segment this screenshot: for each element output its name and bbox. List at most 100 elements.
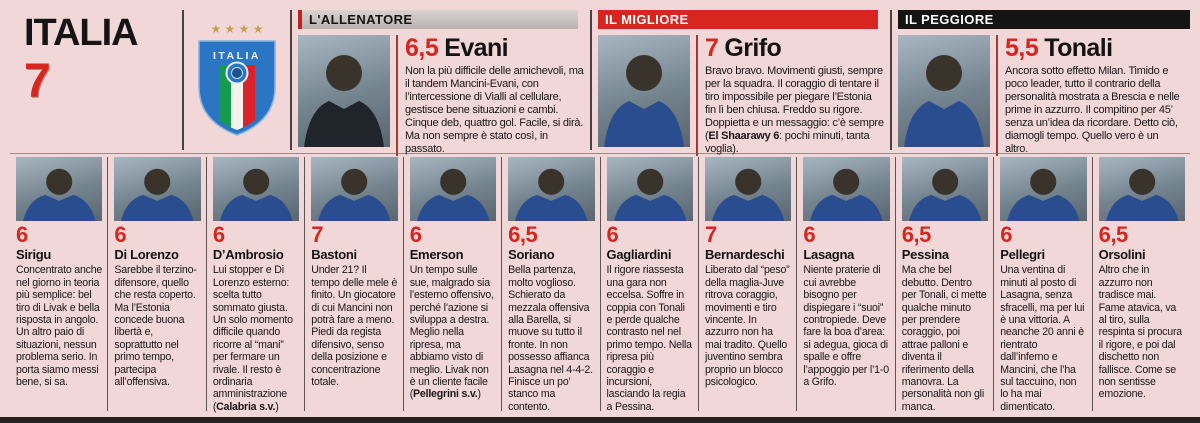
worst-section-body: 5,5 Tonali Ancora sotto effetto Milan. Ti… <box>898 35 1190 156</box>
player-name: Bastoni <box>311 247 357 262</box>
top-row: ITALIA 7 ★ ★ ★ ★ ITALIA L'ALLENATORE <box>0 0 1200 156</box>
player-rating: 6 <box>606 222 619 247</box>
coach-text-block: 6,5 Evani Non la più difficile delle amic… <box>405 35 590 156</box>
best-text-block: 7 Grifo Bravo bravo. Movimenti giusti, se… <box>705 35 890 156</box>
worst-rating-line: 5,5 Tonali <box>1005 36 1184 61</box>
player-photo <box>901 157 989 221</box>
worst-name: Tonali <box>1044 34 1113 62</box>
player-name: Orsolini <box>1098 247 1146 262</box>
player-silhouette-icon <box>810 168 883 221</box>
coach-section-header: L'ALLENATORE <box>298 10 578 29</box>
player-rating: 6,5 <box>508 222 538 247</box>
coach-section-body: 6,5 Evani Non la più difficile delle amic… <box>298 35 590 156</box>
player-rating: 6 <box>1000 222 1012 247</box>
photo-divider <box>996 35 998 156</box>
player-silhouette-icon <box>219 168 293 221</box>
page-bottom-rule <box>0 417 1200 423</box>
team-rating: 7 <box>24 55 51 108</box>
best-comment-bold: El Shaarawy 6 <box>708 130 780 142</box>
coach-comment-text: Non la più difficile delle amichevoli, m… <box>405 65 584 155</box>
player-photo <box>1098 157 1186 221</box>
player-rating: 6 <box>212 222 225 247</box>
player-card: 6 Emerson Un tempo sulle sue, malgrado s… <box>402 157 501 411</box>
team-name: ITALIA <box>24 12 139 54</box>
player-silhouette-icon <box>416 168 490 221</box>
player-card: 7 Bastoni Under 21? Il tempo delle mele … <box>304 157 402 411</box>
player-silhouette-icon <box>908 168 982 221</box>
player-rating: 7 <box>704 222 717 247</box>
player-name: Pellegri <box>1000 247 1045 262</box>
player-card: 6,5 Pessina Ma che bel debutto. Dentro p… <box>894 157 993 413</box>
best-player-silhouette-icon <box>604 55 684 147</box>
player-name: Bernardeschi <box>704 247 785 262</box>
player-name: Emerson <box>409 247 464 262</box>
coach-rating-line: 6,5 Evani <box>405 36 584 61</box>
players-row: 6 Sirigu Concentrato anche nel giorno in… <box>10 153 1190 413</box>
player-photo <box>508 157 595 221</box>
player-photo <box>803 157 890 221</box>
best-comment-text: Bravo bravo. Movimenti giusti, sempre pe… <box>705 65 884 142</box>
player-silhouette-icon <box>1007 168 1080 221</box>
player-silhouette-icon <box>318 168 391 221</box>
player-rating: 6,5 <box>901 222 932 247</box>
player-silhouette-icon <box>23 168 96 221</box>
player-silhouette-icon <box>515 168 588 221</box>
player-card: 6,5 Orsolini Altro che in azzurro non tr… <box>1091 157 1190 411</box>
worst-comment-text: Ancora sotto effetto Milan. Timido e poc… <box>1005 65 1180 155</box>
photo-divider <box>696 35 698 156</box>
player-silhouette-icon <box>711 168 785 221</box>
player-comment-text: Un tempo sulle sue, malgrado sia l’ester… <box>409 264 494 401</box>
player-photo <box>212 157 300 221</box>
best-section-body: 7 Grifo Bravo bravo. Movimenti giusti, se… <box>598 35 890 156</box>
player-silhouette-icon <box>1105 168 1179 221</box>
player-rating: 7 <box>311 222 324 247</box>
player-comment: Bella partenza, molto voglioso. Schierat… <box>508 264 594 413</box>
player-comment-text: Altro che in azzurro non tradisce mai. F… <box>1098 264 1183 401</box>
player-comment-text: Ma che bel debutto. Dentro per Tonali, c… <box>901 264 987 413</box>
player-name: Lasagna <box>803 247 855 262</box>
player-silhouette-icon <box>613 168 686 221</box>
player-comment: Un tempo sulle sue, malgrado sia l’ester… <box>410 264 496 400</box>
player-name: Gagliardini <box>606 247 672 262</box>
player-comment: Lui stopper e Di Lorenzo esterno: scelta… <box>213 264 299 413</box>
photo-divider <box>396 35 398 156</box>
player-comment-text: Una ventina di minuti al posto di Lasagn… <box>1000 264 1085 413</box>
best-rating: 7 <box>705 34 719 62</box>
player-comment: Under 21? Il tempo delle mele è finito. … <box>311 264 397 388</box>
player-comment: Concentrato anche nel giorno in teoria p… <box>16 264 102 388</box>
worst-text-block: 5,5 Tonali Ancora sotto effetto Milan. Ti… <box>1005 35 1190 156</box>
worst-player-photo <box>898 35 990 147</box>
player-card: 6 Pellegri Una ventina di minuti al post… <box>993 157 1091 413</box>
player-comment-text: Bella partenza, molto voglioso. Schierat… <box>508 264 593 413</box>
player-silhouette-icon <box>121 168 194 221</box>
player-card: 6 Sirigu Concentrato anche nel giorno in… <box>10 157 107 411</box>
badge-stars-icon: ★ ★ ★ ★ <box>210 22 263 36</box>
player-comment: Ma che bel debutto. Dentro per Tonali, c… <box>902 264 988 413</box>
player-rating: 6,5 <box>1098 222 1129 247</box>
worst-player-silhouette-icon <box>904 55 984 147</box>
coach-rating: 6,5 <box>405 34 439 62</box>
player-comment: Una ventina di minuti al posto di Lasagn… <box>1000 264 1086 413</box>
coach-silhouette-icon <box>304 55 384 147</box>
player-photo <box>409 157 497 221</box>
player-name: Soriano <box>508 247 555 262</box>
player-comment-text: Under 21? Il tempo delle mele è finito. … <box>311 264 398 388</box>
coach-name: Evani <box>444 34 508 62</box>
player-photo <box>1000 157 1087 221</box>
player-name: Sirigu <box>16 247 52 262</box>
player-comment-text: Lui stopper e Di Lorenzo esterno: scelta… <box>212 264 293 413</box>
player-comment-text: Niente praterie di cui avrebbe bisogno p… <box>803 264 889 388</box>
player-comment: Il rigore riassesta una gara non eccelsa… <box>607 264 693 413</box>
player-card: 6 D’Ambrosio Lui stopper e Di Lorenzo es… <box>205 157 304 413</box>
coach-section: L'ALLENATORE 6,5 Evani Non la più diffici… <box>290 10 590 156</box>
best-player-section: IL MIGLIORE 7 Grifo Bravo bravo. Moviment… <box>590 10 890 156</box>
best-name: Grifo <box>724 34 782 62</box>
italia-crest-icon: ★ ★ ★ ★ ITALIA <box>198 22 276 136</box>
player-rating: 6 <box>409 222 422 247</box>
best-comment: Bravo bravo. Movimenti giusti, sempre pe… <box>705 65 884 156</box>
player-comment: Liberato dal “peso” della maglia-Juve ri… <box>705 264 791 388</box>
worst-comment: Ancora sotto effetto Milan. Timido e poc… <box>1005 65 1184 156</box>
player-name: Di Lorenzo <box>114 247 179 262</box>
team-badge: ★ ★ ★ ★ ITALIA <box>182 10 290 150</box>
